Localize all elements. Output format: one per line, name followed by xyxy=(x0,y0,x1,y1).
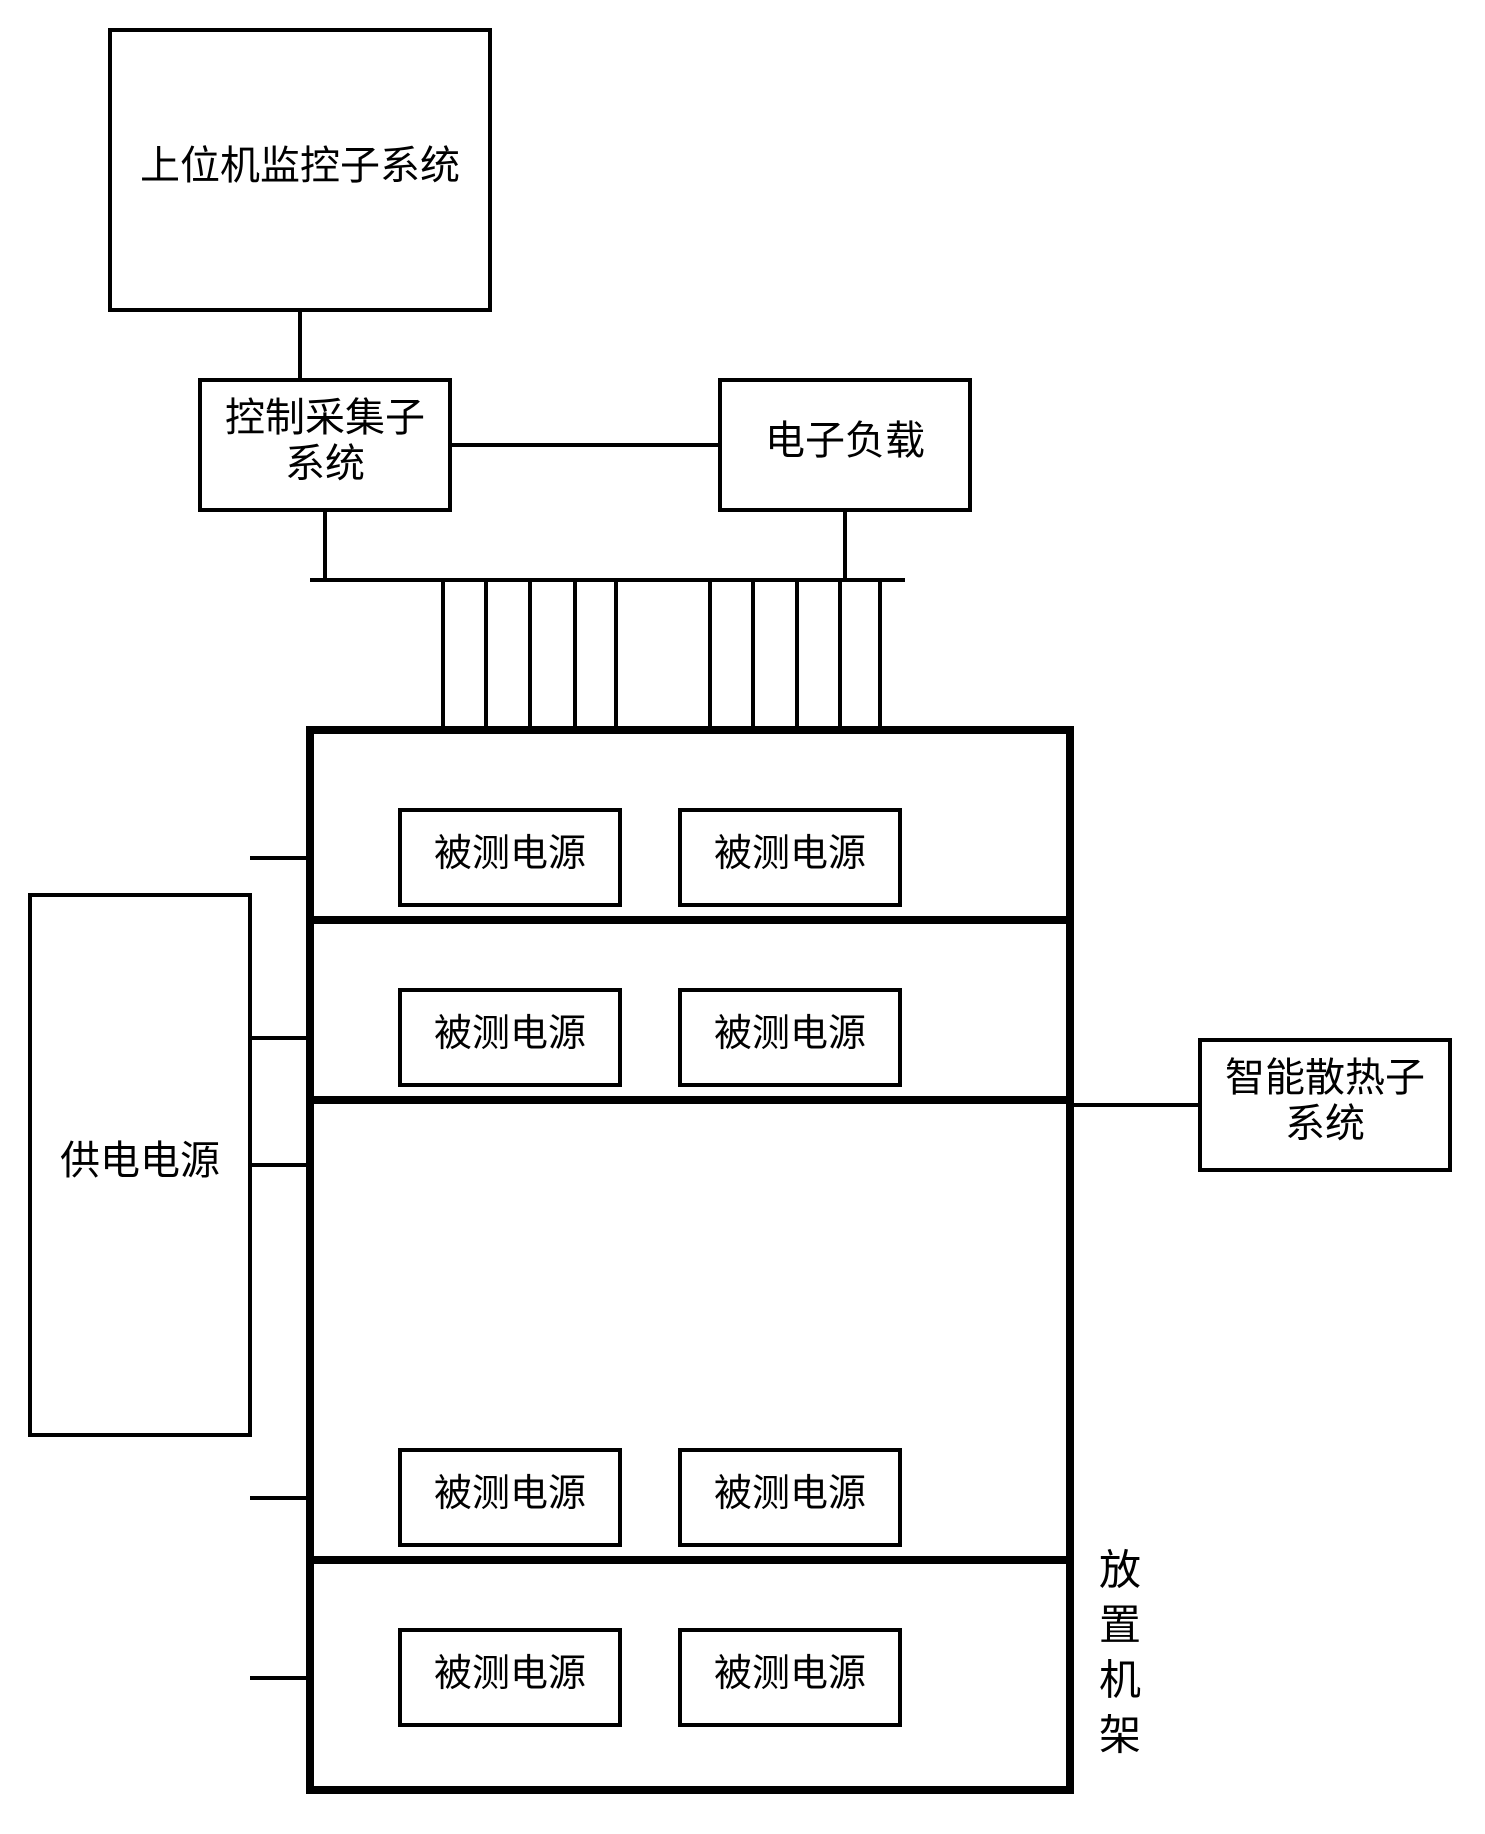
svg-text:上位机监控子系统: 上位机监控子系统 xyxy=(140,143,460,188)
svg-text:架: 架 xyxy=(1099,1714,1141,1760)
svg-text:智能散热子: 智能散热子 xyxy=(1225,1055,1425,1100)
svg-text:被测电源: 被测电源 xyxy=(714,1473,866,1515)
svg-text:被测电源: 被测电源 xyxy=(714,1653,866,1695)
svg-text:被测电源: 被测电源 xyxy=(434,1473,586,1515)
svg-text:置: 置 xyxy=(1099,1604,1141,1650)
svg-text:被测电源: 被测电源 xyxy=(434,833,586,875)
svg-text:被测电源: 被测电源 xyxy=(714,1013,866,1055)
svg-text:被测电源: 被测电源 xyxy=(434,1013,586,1055)
svg-text:电子负载: 电子负载 xyxy=(765,418,925,463)
svg-text:机: 机 xyxy=(1099,1659,1141,1705)
svg-text:放: 放 xyxy=(1099,1549,1141,1595)
svg-text:系统: 系统 xyxy=(1285,1101,1365,1146)
svg-text:被测电源: 被测电源 xyxy=(714,833,866,875)
svg-text:被测电源: 被测电源 xyxy=(434,1653,586,1695)
block-diagram: 放置机架上位机监控子系统控制采集子系统电子负载供电电源智能散热子系统被测电源被测… xyxy=(0,0,1485,1834)
svg-text:供电电源: 供电电源 xyxy=(60,1138,220,1183)
svg-text:系统: 系统 xyxy=(285,441,365,486)
svg-text:控制采集子: 控制采集子 xyxy=(225,395,425,440)
